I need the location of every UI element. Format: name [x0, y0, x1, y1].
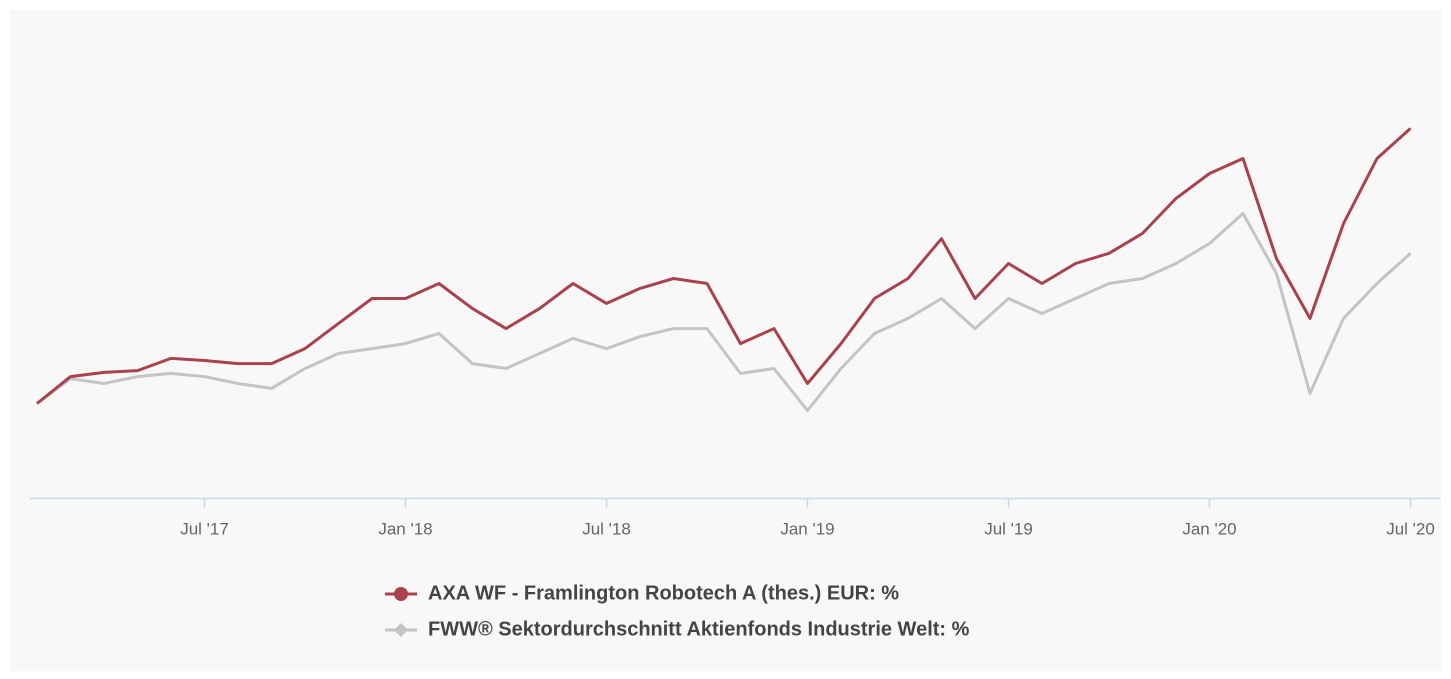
x-tick-label: Jan '18	[378, 519, 432, 538]
x-tick-label: Jul '18	[582, 519, 631, 538]
legend-item: FWW® Sektordurchschnitt Aktienfonds Indu…	[385, 618, 970, 640]
legend-label: FWW® Sektordurchschnitt Aktienfonds Indu…	[428, 618, 970, 640]
legend-label: AXA WF - Framlington Robotech A (thes.) …	[428, 582, 899, 604]
x-tick-label: Jul '17	[180, 519, 229, 538]
plot-background	[10, 10, 1441, 671]
x-tick-label: Jul '20	[1386, 519, 1435, 538]
x-tick-label: Jan '19	[780, 519, 834, 538]
x-tick-label: Jul '19	[984, 519, 1033, 538]
series-line	[36, 127, 1412, 405]
series-line	[36, 212, 1412, 412]
legend-item: AXA WF - Framlington Robotech A (thes.) …	[385, 582, 899, 604]
x-tick-label: Jan '20	[1182, 519, 1236, 538]
legend-symbol-marker	[394, 623, 408, 637]
legend-symbol-marker	[394, 587, 408, 601]
